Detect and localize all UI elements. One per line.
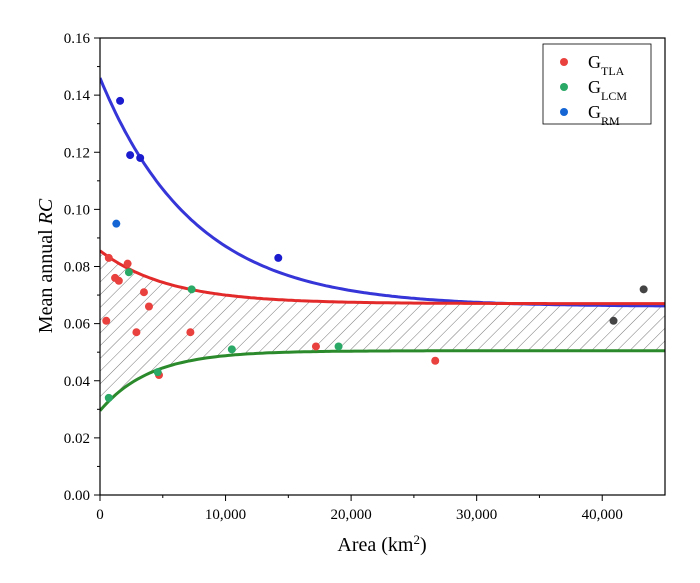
point-tla [139, 288, 148, 297]
legend-marker-lcm [560, 83, 568, 91]
legend-label-rm: GRM [588, 102, 620, 128]
y-axis: 0.00 0.02 0.04 0.06 0.08 0.10 0.12 0.14 0.16 [64, 31, 100, 504]
hatched-region [100, 250, 665, 411]
point-tla [186, 328, 195, 337]
y-tick-label: 0.12 [64, 145, 90, 161]
x-tick-label: 20,000 [330, 507, 371, 523]
point-lcm [153, 368, 162, 377]
y-tick-label: 0.00 [64, 488, 90, 504]
y-tick-label: 0.06 [64, 317, 91, 333]
point-rm [112, 219, 121, 228]
y-tick-label: 0.08 [64, 260, 90, 276]
legend-label-tla: GTLA [588, 52, 625, 78]
y-tick-label: 0.02 [64, 431, 90, 447]
x-axis-title: Area (km2) [337, 532, 426, 557]
point-extra [116, 96, 125, 105]
legend-marker-tla [560, 58, 568, 66]
y-axis-title: Mean annual RC [35, 198, 57, 333]
legend-label-lcm: GLCM [588, 77, 627, 103]
point-tla [132, 328, 141, 337]
y-tick-label: 0.16 [64, 31, 91, 47]
point-tla [114, 276, 123, 285]
x-tick-label: 10,000 [205, 507, 246, 523]
point-tla [104, 253, 113, 262]
point-extra [274, 253, 283, 262]
point-tla [311, 342, 320, 351]
point-extra [639, 285, 648, 294]
point-tla [102, 316, 111, 325]
point-lcm [227, 345, 236, 354]
point-tla [144, 302, 153, 311]
point-extra [609, 316, 618, 325]
x-tick-label: 40,000 [582, 507, 623, 523]
point-extra [126, 151, 135, 160]
point-lcm [104, 393, 113, 402]
y-tick-label: 0.04 [64, 374, 91, 390]
fit-curve-2 [100, 349, 665, 412]
data-points [102, 96, 648, 402]
point-tla [123, 259, 132, 268]
y-tick-label: 0.10 [64, 202, 90, 218]
point-lcm [124, 268, 133, 277]
x-axis: 0 10,000 20,000 30,000 40,000 [96, 495, 623, 523]
point-extra [136, 153, 145, 162]
hatch-band [100, 250, 665, 411]
point-tla [431, 356, 440, 365]
y-tick-label: 0.14 [64, 88, 91, 104]
x-tick-label: 30,000 [456, 507, 497, 523]
point-lcm [187, 285, 196, 294]
legend-marker-rm [560, 108, 568, 116]
fitted-curves [100, 77, 665, 412]
point-lcm [334, 342, 343, 351]
x-tick-label: 0 [96, 507, 104, 523]
